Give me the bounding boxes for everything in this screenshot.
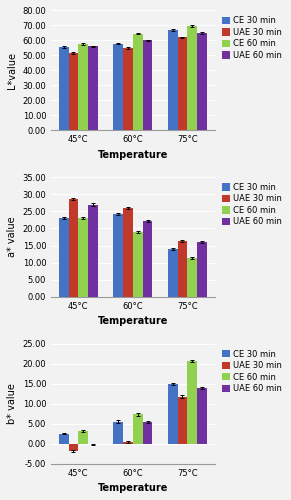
X-axis label: Temperature: Temperature [98,316,168,326]
Bar [197,388,207,444]
Bar [78,431,88,444]
Bar [123,48,133,130]
Bar [187,26,197,130]
Bar [69,53,78,130]
Bar [197,33,207,130]
Bar [123,208,133,297]
Bar [123,442,133,444]
Bar [88,46,98,130]
Legend: CE 30 min, UAE 30 min, CE 60 min, UAE 60 min: CE 30 min, UAE 30 min, CE 60 min, UAE 60… [220,14,283,62]
Bar [133,414,143,444]
Bar [113,44,123,130]
Bar [143,40,152,130]
Y-axis label: b* value: b* value [7,384,17,424]
Bar [59,218,69,297]
Bar [143,422,152,444]
X-axis label: Temperature: Temperature [98,150,168,160]
Bar [88,204,98,297]
X-axis label: Temperature: Temperature [98,483,168,493]
Bar [187,361,197,444]
Legend: CE 30 min, UAE 30 min, CE 60 min, UAE 60 min: CE 30 min, UAE 30 min, CE 60 min, UAE 60… [220,348,283,395]
Bar [178,396,187,444]
Bar [168,249,178,297]
Bar [113,214,123,297]
Bar [133,34,143,130]
Bar [168,30,178,130]
Bar [187,258,197,297]
Bar [143,221,152,297]
Bar [168,384,178,444]
Bar [69,200,78,297]
Legend: CE 30 min, UAE 30 min, CE 60 min, UAE 60 min: CE 30 min, UAE 30 min, CE 60 min, UAE 60… [220,182,283,228]
Y-axis label: a* value: a* value [7,216,17,258]
Bar [133,232,143,297]
Y-axis label: L*value: L*value [7,52,17,89]
Bar [178,38,187,130]
Bar [78,218,88,297]
Bar [69,444,78,451]
Bar [78,44,88,130]
Bar [178,241,187,297]
Bar [59,434,69,444]
Bar [197,242,207,297]
Bar [59,47,69,130]
Bar [113,422,123,444]
